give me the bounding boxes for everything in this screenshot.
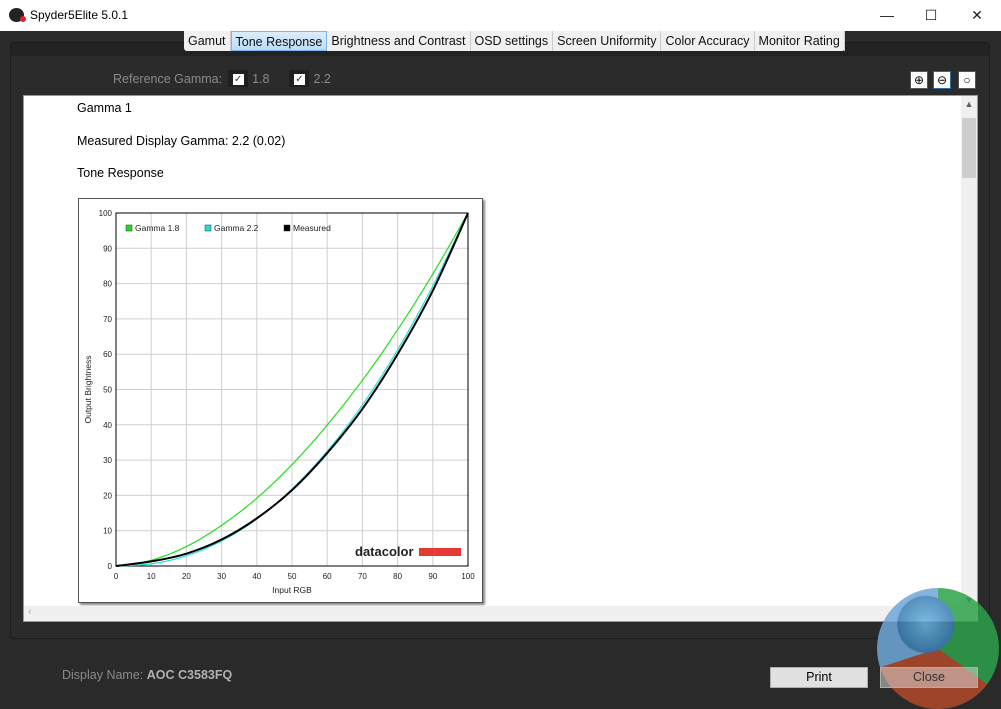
reference-gamma-row: Reference Gamma: ✓ 1.8 ✓ 2.2 [113, 70, 331, 87]
x-tick-label: 30 [217, 572, 226, 581]
legend-swatch [125, 224, 133, 232]
legend-swatch [204, 224, 212, 232]
y-tick-label: 100 [99, 209, 113, 218]
measured-gamma-text: Measured Display Gamma: 2.2 (0.02) [77, 134, 286, 148]
legend-label: Measured [293, 223, 331, 233]
x-tick-label: 40 [252, 572, 261, 581]
y-tick-label: 90 [103, 244, 112, 253]
gamma-1-8-label: 1.8 [252, 71, 270, 86]
tab-gamut[interactable]: Gamut [184, 31, 231, 51]
scroll-thumb[interactable] [962, 118, 976, 178]
x-tick-label: 20 [182, 572, 191, 581]
x-tick-label: 80 [393, 572, 402, 581]
reference-gamma-label: Reference Gamma: [113, 71, 223, 86]
x-tick-label: 100 [461, 572, 475, 581]
x-tick-label: 10 [147, 572, 156, 581]
minimize-button[interactable]: — [880, 7, 894, 23]
close-window-button[interactable]: ✕ [971, 7, 983, 23]
kg-watermark-logo [877, 588, 999, 709]
section-title: Tone Response [77, 166, 164, 180]
y-tick-label: 50 [103, 386, 112, 395]
legend-swatch [283, 224, 291, 232]
print-button[interactable]: Print [770, 667, 868, 688]
series-line-measured [115, 212, 469, 567]
zoom-out-icon[interactable]: ⊖ [933, 71, 951, 89]
tab-tone-response[interactable]: Tone Response [230, 31, 328, 51]
y-tick-label: 40 [103, 421, 112, 430]
datacolor-logo-bar [419, 548, 461, 556]
close-button[interactable]: Close [880, 667, 978, 688]
y-tick-label: 30 [103, 456, 112, 465]
x-tick-label: 0 [114, 572, 119, 581]
y-axis-label: Output Brightness [83, 355, 93, 423]
x-tick-label: 70 [358, 572, 367, 581]
x-axis-label: Input RGB [272, 585, 312, 595]
y-tick-label: 60 [103, 350, 112, 359]
y-tick-label: 10 [103, 527, 112, 536]
gamma-2-2-label: 2.2 [313, 71, 331, 86]
window-title: Spyder5Elite 5.0.1 [30, 8, 129, 22]
display-name: Display Name: AOC C3583FQ [62, 668, 232, 682]
vertical-scrollbar[interactable]: ▲▼ [961, 96, 977, 607]
gamma-2-2-checkbox[interactable]: ✓ [289, 70, 310, 87]
zoom-in-icon[interactable]: ⊕ [910, 71, 928, 89]
tone-response-chart: 0 10 20 30 40 50 60 70 80 90 100 0 10 20 30 40 50 60 70 80 9… [78, 198, 483, 603]
tab-bar: Gamut Tone Response Brightness and Contr… [184, 31, 845, 51]
datacolor-logo: datacolor [355, 544, 414, 559]
zoom-reset-icon[interactable]: ○ [958, 71, 976, 89]
x-tick-label: 50 [288, 572, 297, 581]
y-tick-label: 70 [103, 315, 112, 324]
tab-screen-uniformity[interactable]: Screen Uniformity [553, 31, 662, 51]
y-tick-label: 80 [103, 280, 112, 289]
tab-brightness-contrast[interactable]: Brightness and Contrast [327, 31, 471, 51]
app-logo-icon [9, 8, 26, 22]
report-view: Gamma 1 Measured Display Gamma: 2.2 (0.0… [23, 95, 978, 622]
x-tick-label: 60 [323, 572, 332, 581]
legend-label: Gamma 1.8 [135, 223, 180, 233]
chart-svg: 0 10 20 30 40 50 60 70 80 90 100 0 10 20 30 40 50 60 70 80 9… [83, 209, 475, 595]
gamma-1-8-checkbox[interactable]: ✓ [228, 70, 249, 87]
tab-osd-settings[interactable]: OSD settings [471, 31, 554, 51]
series-line-gamma-1-8 [115, 212, 469, 567]
display-name-label: Display Name: [62, 668, 144, 682]
maximize-button[interactable]: ☐ [924, 7, 938, 23]
x-tick-label: 90 [428, 572, 437, 581]
report-heading: Gamma 1 [77, 101, 132, 115]
legend-label: Gamma 2.2 [214, 223, 259, 233]
horizontal-scrollbar[interactable]: ‹ [24, 606, 978, 621]
title-bar: Spyder5Elite 5.0.1 — ☐ ✕ [0, 0, 1001, 31]
y-tick-label: 0 [108, 562, 113, 571]
tab-monitor-rating[interactable]: Monitor Rating [755, 31, 845, 51]
display-name-value: AOC C3583FQ [146, 668, 233, 682]
plot-frame [115, 212, 469, 567]
tab-color-accuracy[interactable]: Color Accuracy [661, 31, 755, 51]
y-tick-label: 20 [103, 491, 112, 500]
